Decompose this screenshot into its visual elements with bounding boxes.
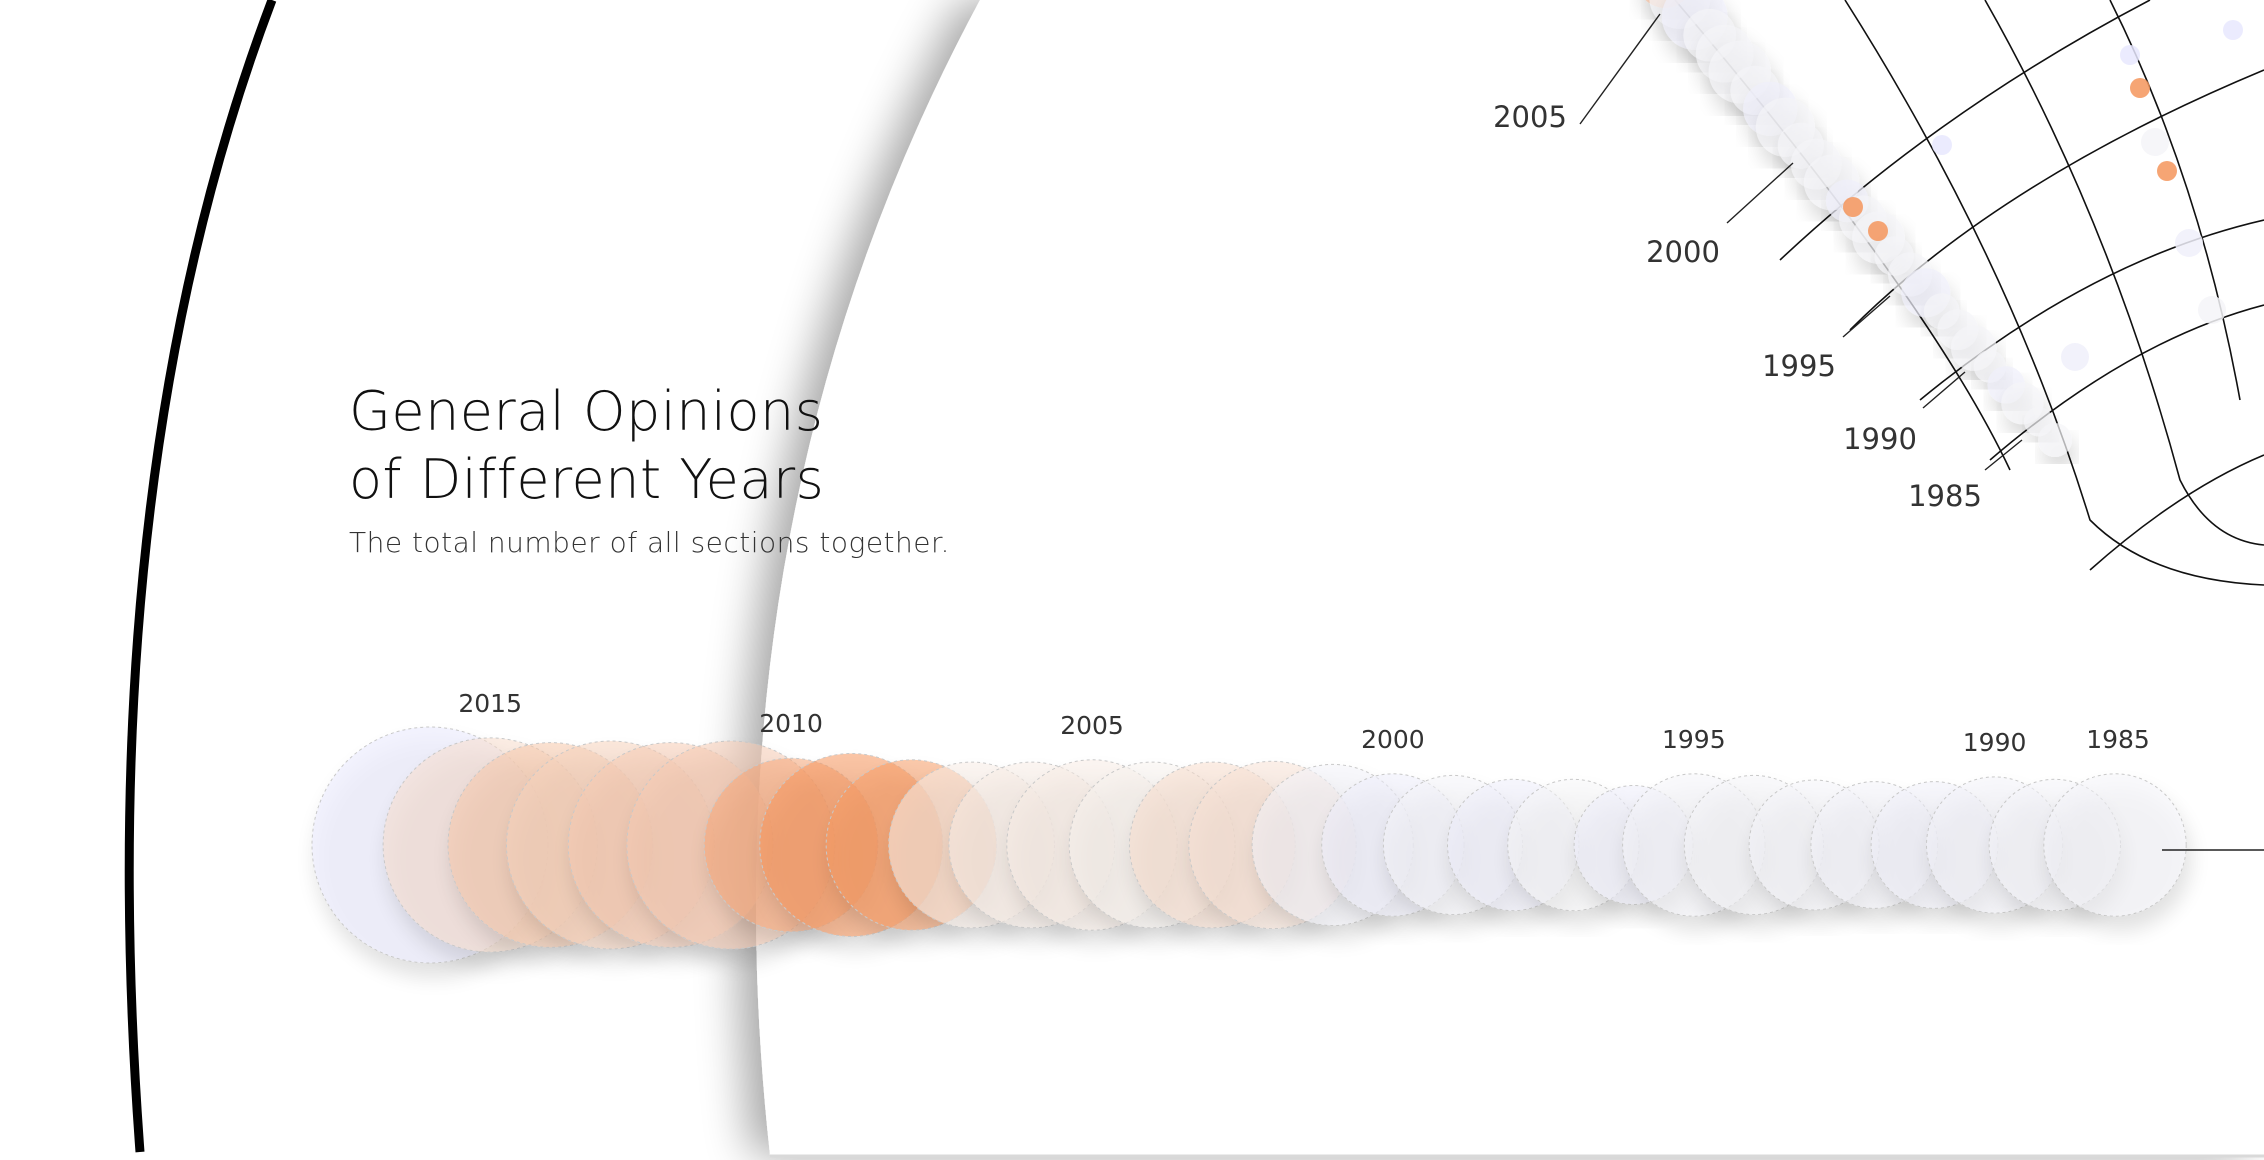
chart-title: General Opinions of Different Years [349,378,1149,514]
x-label-2005: 2005 [1060,711,1124,740]
grid-dot [2175,229,2203,257]
x-label-2015: 2015 [458,689,522,718]
grid-dot [2198,296,2226,324]
x-label-1990: 1990 [1963,728,2027,757]
arc-label-1985: 1985 [1908,479,1982,513]
arc-label-1995: 1995 [1762,349,1836,383]
arc-leader-1985 [1984,439,2023,471]
bubble-series [311,726,2187,964]
grid-dot [1843,197,1863,217]
arc-label-2000: 2000 [1646,235,1720,269]
chart-title-line-2: of Different Years [349,448,825,511]
bubble-1988 [2043,773,2187,917]
grid-dot [2120,45,2140,65]
x-axis-year-labels: 2015 2010 2005 2000 1995 1990 1985 [458,689,2149,757]
chart-subtitle: The total number of all sections togethe… [349,526,950,559]
chart-title-line-1: General Opinions [349,380,824,443]
grid-dot [1868,221,1888,241]
arc-leader-1990 [1922,371,1966,409]
grid-dot [2157,161,2177,181]
chart-header: General Opinions of Different Years The … [349,378,1149,559]
arc-label-1990: 1990 [1843,422,1917,456]
x-label-2010: 2010 [759,709,823,738]
arc-label-2005: 2005 [1493,100,1567,134]
grid-dot [2061,343,2089,371]
curved-panel [756,0,2264,1155]
arc-bubble [2038,423,2072,457]
grid-dot [2223,20,2243,40]
x-label-1985: 1985 [2086,725,2150,754]
grid-dot [1932,135,1952,155]
x-label-1995: 1995 [1662,725,1726,754]
arc-leader-1995 [1842,295,1891,338]
outer-ring-arc [124,0,277,1153]
arc-year-labels: 2005 2000 1995 1990 1985 [1493,13,2023,513]
arc-leader-2000 [1726,162,1794,224]
grid-dot [2141,128,2169,156]
arc-leader-2005 [1579,13,1661,125]
arc-bubble-track [1645,0,2243,457]
x-label-2000: 2000 [1361,725,1425,754]
grid-dot [2130,78,2150,98]
